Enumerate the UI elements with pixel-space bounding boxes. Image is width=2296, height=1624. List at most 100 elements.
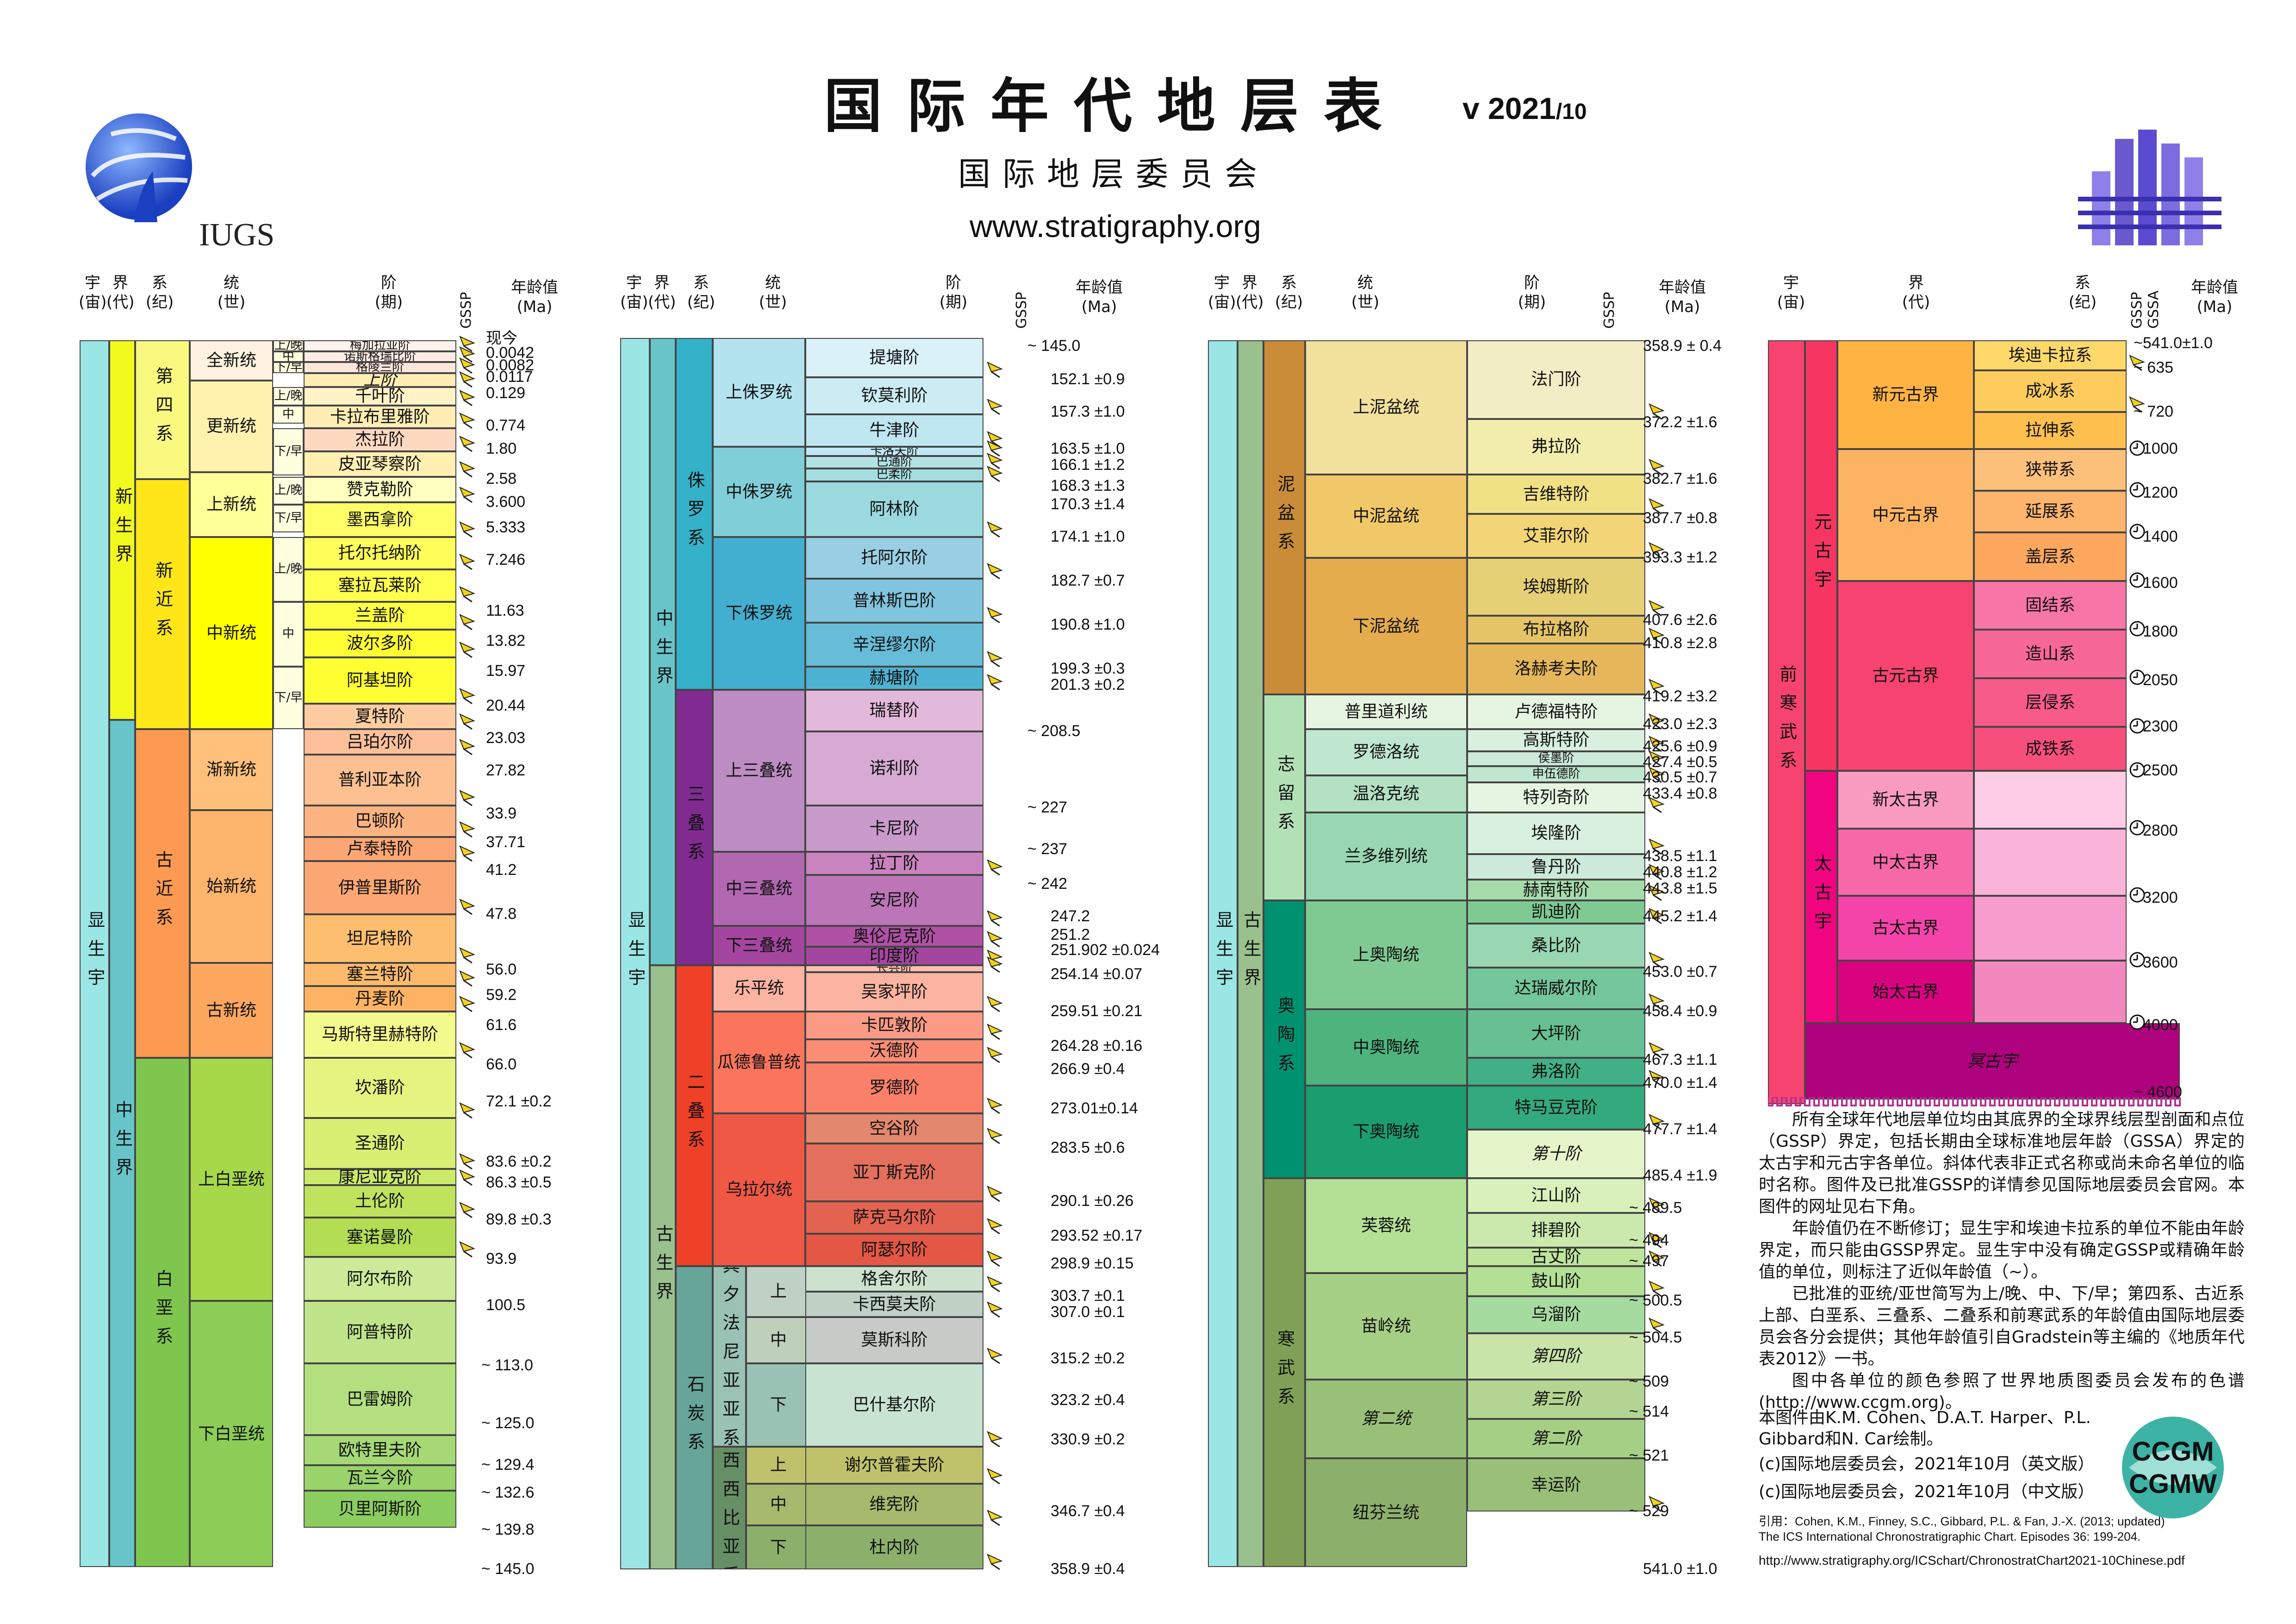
age-value: 0.0082: [486, 356, 534, 374]
gssp-golden-spike-icon: [1649, 1280, 1665, 1297]
substage-label: 中: [273, 406, 304, 424]
column-header: 系 (纪): [145, 274, 174, 312]
age-value: 330.9 ±0.2: [1051, 1430, 1125, 1448]
age-value: ~ 132.6: [481, 1484, 535, 1501]
stage-cell: 塞兰特阶: [304, 963, 456, 986]
stage-cell: 申伍德阶: [1467, 766, 1645, 782]
stage-cell: 阿尔布阶: [304, 1257, 456, 1301]
stage-cell: 康尼亚克阶: [304, 1169, 456, 1185]
system-cell: 新近系: [135, 479, 190, 729]
stage-cell: 排碧阶: [1467, 1213, 1645, 1248]
substage-label: 上/晚: [273, 537, 304, 602]
age-value: 393.3 ±1.2: [1643, 549, 1717, 566]
age-value: 315.2 ±0.2: [1051, 1349, 1125, 1367]
series-cell: 下泥盆统: [1305, 558, 1467, 694]
gssp-golden-spike-icon: [987, 1510, 1003, 1526]
column-header-gssa: GSSA: [2146, 290, 2162, 329]
stage-cell: 阿普特阶: [304, 1301, 456, 1363]
age-value: 56.0: [486, 961, 517, 978]
age-value: 251.902 ±0.024: [1051, 941, 1160, 959]
age-value: 4000: [2143, 1016, 2178, 1034]
age-value: 1800: [2143, 623, 2178, 640]
gssa-clock-icon: [2129, 621, 2145, 637]
age-value: 307.0 ±0.1: [1051, 1303, 1125, 1321]
age-value: 346.7 ±0.4: [1051, 1502, 1125, 1520]
age-value: 0.0117: [486, 368, 533, 386]
series-cell: 更新统: [190, 381, 273, 472]
age-value: ~ 521: [1629, 1447, 1669, 1464]
stage-cell: 凯迪阶: [1467, 900, 1645, 924]
gssp-golden-spike-icon: [1649, 600, 1665, 617]
gssp-golden-spike-icon: [459, 614, 475, 631]
stage-cell: 特马豆克阶: [1467, 1086, 1645, 1130]
gssp-golden-spike-icon: [1649, 864, 1665, 881]
age-value: ~ 529: [1629, 1502, 1669, 1520]
system-cell: 拉伸系: [1974, 412, 2127, 449]
citation: 引用：Cohen, K.M., Finney, S.C., Gibbard, P…: [1759, 1514, 2286, 1544]
copyright-cn: (c)国际地层委员会，2021年10月（中文版）: [1759, 1482, 2095, 1501]
stage-cell: 幸运阶: [1467, 1458, 1645, 1512]
age-value: 264.28 ±0.16: [1051, 1037, 1143, 1055]
series-cell: 中: [746, 1317, 811, 1363]
age-value: ~ 125.0: [481, 1414, 535, 1432]
series-cell: 上: [746, 1266, 811, 1317]
gssp-golden-spike-icon: [1649, 767, 1665, 783]
series-cell: 中奥陶统: [1305, 1009, 1467, 1086]
stage-cell: 赫塘阶: [805, 667, 983, 690]
age-value: ~ 489.5: [1629, 1199, 1682, 1217]
stage-cell: 皮亚琴察阶: [304, 451, 456, 477]
series-cell: 古新统: [190, 963, 273, 1058]
gssp-golden-spike-icon: [1649, 885, 1665, 901]
gssa-clock-icon: [2129, 482, 2145, 498]
gssp-golden-spike-icon: [987, 1468, 1003, 1485]
stage-cell: 卢泰特阶: [304, 837, 456, 861]
stage-cell: 塞拉瓦莱阶: [304, 569, 456, 602]
stage-cell: 阿瑟尔阶: [805, 1234, 983, 1266]
gssp-golden-spike-icon: [459, 1241, 475, 1258]
stage-cell: 沃德阶: [805, 1039, 983, 1062]
gssa-clock-icon: [2129, 1014, 2145, 1030]
age-value: 470.0 ±1.4: [1643, 1074, 1717, 1092]
age-value: ~ 720: [2134, 403, 2174, 420]
age-value: 445.2 ±1.4: [1643, 907, 1717, 925]
substage-label: 上/晚: [273, 387, 304, 406]
gssp-golden-spike-icon: [1649, 1114, 1665, 1131]
gssp-golden-spike-icon: [1649, 1496, 1665, 1512]
system-cell: [1974, 896, 2127, 961]
stage-cell: 卡西莫夫阶: [805, 1292, 983, 1317]
age-value: 293.52 ±0.17: [1051, 1227, 1143, 1244]
series-cell: 兰多维列统: [1305, 812, 1467, 900]
stage-cell: 第三阶: [1467, 1380, 1645, 1419]
stage-cell: 卡尼阶: [805, 806, 983, 852]
series-cell: 始新统: [190, 810, 273, 963]
stage-cell: 杰拉阶: [304, 428, 456, 451]
credit-line: 本图件由K.M. Cohen、D.A.T. Harper、P.L.: [1759, 1408, 2091, 1427]
stage-cell: 鼓山阶: [1467, 1266, 1645, 1296]
stage-cell: 空谷阶: [805, 1113, 983, 1143]
system-cell: 三叠系: [676, 690, 713, 965]
page-title: 国际年代地层表: [824, 72, 1407, 140]
gssp-golden-spike-icon: [1649, 628, 1665, 644]
pdf-url[interactable]: http://www.stratigraphy.org/ICSchart/Chr…: [1759, 1553, 2185, 1568]
stage-cell: 达瑞威尔阶: [1467, 968, 1645, 1009]
gssp-golden-spike-icon: [987, 674, 1003, 691]
substage-label: 上/晚: [273, 477, 304, 505]
website-url[interactable]: www.stratigraphy.org: [970, 209, 1261, 244]
stage-cell: 谢尔普霍夫阶: [805, 1447, 983, 1484]
system-cell: 寒武系: [1263, 1178, 1305, 1567]
stage-cell: 卡拉布里雅阶: [304, 406, 456, 428]
stage-cell: 兰盖阶: [304, 602, 456, 630]
gssp-golden-spike-icon: [1649, 993, 1665, 1010]
stage-cell: 弗拉阶: [1467, 419, 1645, 475]
age-value: 47.8: [486, 905, 517, 923]
column-header: 统 (世): [759, 274, 787, 312]
gssp-golden-spike-icon: [459, 713, 475, 730]
series-cell: 纽芬兰统: [1305, 1458, 1467, 1567]
stage-cell: 卢德福特阶: [1467, 694, 1645, 729]
stage-cell: 第四阶: [1467, 1333, 1645, 1380]
age-value: 15.97: [486, 662, 526, 680]
age-value: 254.14 ±0.07: [1051, 965, 1143, 983]
note-paragraph: 图中各单位的颜色参照了世界地质图委员会发布的色谱(http://www.ccgm…: [1759, 1371, 2245, 1412]
stage-cell: 丹麦阶: [304, 986, 456, 1012]
gssa-clock-icon: [2129, 524, 2145, 539]
